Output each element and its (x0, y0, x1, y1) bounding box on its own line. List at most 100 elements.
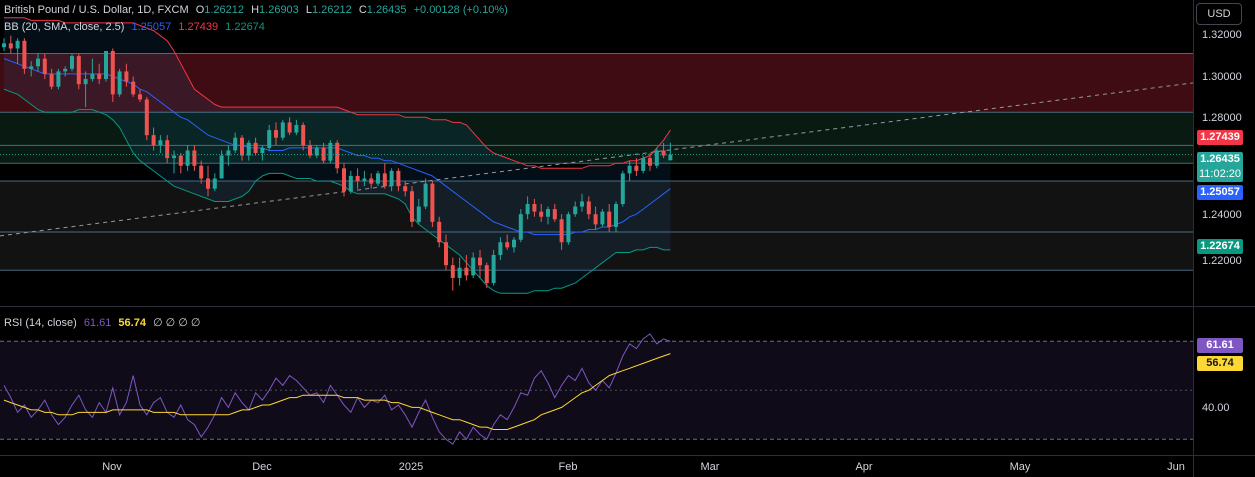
rsi-extra-values: ∅ ∅ ∅ ∅ (153, 317, 201, 329)
candle-body (83, 79, 88, 85)
candle-body (668, 154, 673, 161)
candle-body (172, 155, 176, 159)
time-tick: Dec (252, 461, 272, 473)
currency-button[interactable]: USD (1196, 3, 1242, 25)
candle-body (267, 130, 272, 148)
time-tick: Feb (558, 461, 578, 473)
candle-body (552, 209, 557, 220)
candle-body (76, 56, 81, 85)
candle-body (403, 186, 408, 192)
ohlc-open: O1.26212 (195, 4, 245, 16)
candle-body (206, 178, 210, 189)
candle-body (518, 214, 523, 240)
candle-body (165, 140, 170, 159)
price-tick: 1.28000 (1202, 112, 1242, 124)
rsi-ma-line (3, 353, 671, 430)
bb-lower-value: 1.22674 (225, 21, 265, 33)
candle-body (607, 211, 612, 227)
candle-body (260, 147, 265, 153)
last-price-badge: 1.26435 (1197, 152, 1243, 167)
rsi-pane-background (0, 307, 1193, 454)
candle-body (512, 239, 516, 248)
ohlc-low: L1.26212 (305, 4, 352, 16)
candle-body (369, 178, 374, 184)
price-tick: 1.30000 (1202, 71, 1242, 83)
bb-upper-value: 1.27439 (178, 21, 219, 33)
bb-lower-line (3, 88, 671, 294)
rsi-legend[interactable]: RSI (14, close) 61.61 56.74 ∅ ∅ ∅ ∅ (4, 316, 205, 329)
symbol-title: British Pound / U.S. Dollar, 1D, FXCM (4, 4, 189, 16)
candle-body (539, 211, 544, 217)
time-tick: Nov (102, 461, 122, 473)
ohlc-change: +0.00128 (+0.10%) (413, 4, 508, 16)
candle-body (648, 158, 652, 166)
candle-body (253, 142, 258, 153)
rsi-ma-value: 56.74 (118, 317, 146, 329)
candle-body (348, 175, 353, 192)
candle-body (362, 178, 367, 182)
rsi-tick: 40.00 (1202, 402, 1230, 414)
candle-body (104, 51, 108, 80)
candle-body (138, 94, 142, 100)
candle-body (444, 242, 448, 266)
candle-body (437, 221, 442, 243)
candle-body (274, 130, 278, 138)
candle-body (70, 56, 74, 69)
candle-body (355, 175, 360, 182)
candle-body (546, 209, 550, 217)
candle-body (559, 219, 564, 243)
candle-body (321, 147, 326, 161)
candle-body (328, 142, 333, 161)
candle-body (498, 242, 503, 255)
candle-body (314, 147, 319, 156)
candle-body (457, 267, 462, 278)
candle-body (63, 68, 68, 72)
candle-body (654, 150, 659, 166)
candle-body (525, 204, 530, 215)
candle-body (226, 150, 231, 156)
candle-body (212, 178, 217, 189)
candle-body (396, 170, 401, 187)
candle-body (124, 71, 129, 82)
candle-body (192, 150, 197, 166)
price-zone-red (0, 53, 1193, 113)
countdown-badge: 11:02:20 (1197, 167, 1243, 182)
candle-body (382, 173, 387, 187)
candle-body (661, 150, 666, 156)
candle-body (532, 204, 537, 212)
candle-body (301, 124, 306, 146)
candle-body (185, 150, 190, 166)
candle-body (566, 214, 571, 243)
candle-body (335, 142, 340, 169)
bb-upper-line (4, 17, 671, 169)
price-tick: 1.22000 (1202, 255, 1242, 267)
candle-body (627, 165, 632, 174)
ohlc-high: H1.26903 (251, 4, 299, 16)
candle-body (580, 201, 584, 207)
candle-body (450, 265, 455, 278)
candle-body (342, 168, 346, 192)
candle-body (620, 173, 625, 204)
candle-body (240, 137, 244, 156)
time-tick: Jun (1167, 461, 1185, 473)
candle-body (416, 206, 421, 222)
candle-body (49, 73, 54, 87)
symbol-legend[interactable]: British Pound / U.S. Dollar, 1D, FXCM O1… (4, 4, 512, 16)
ohlc-close: C1.26435 (358, 4, 407, 16)
candle-body (22, 40, 27, 69)
candle-body (2, 43, 6, 48)
candle-body (593, 214, 598, 225)
bb-upper-badge: 1.27439 (1197, 130, 1243, 145)
candle-body (15, 40, 20, 49)
candle-body (586, 201, 591, 215)
rsi-ma-badge: 56.74 (1197, 356, 1243, 371)
candle-body (614, 204, 618, 227)
candle-body (36, 58, 40, 67)
candle-body (199, 165, 204, 179)
candle-body (144, 99, 149, 136)
candle-body (294, 124, 299, 133)
candle-body (471, 257, 476, 276)
bb-legend[interactable]: BB (20, SMA, close, 2.5) 1.25057 1.27439… (4, 21, 269, 33)
candle-body (634, 165, 639, 171)
